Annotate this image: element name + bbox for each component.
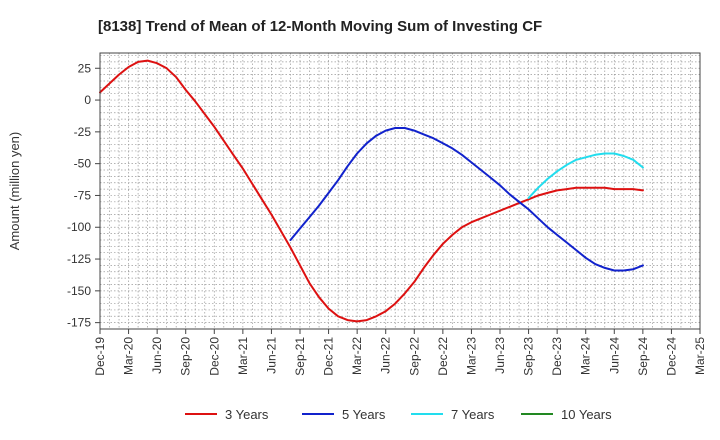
x-tick-label: Jun-24 (607, 337, 621, 374)
y-axis-label: Amount (million yen) (7, 132, 22, 251)
x-tick-label: Dec-21 (322, 337, 336, 376)
x-tick-label: Mar-24 (579, 337, 593, 375)
legend: 3 Years 5 Years 7 Years 10 Years (185, 407, 612, 422)
x-tick-label: Sep-20 (179, 337, 193, 376)
series-line-0 (99, 59, 644, 323)
x-tick-label: Dec-23 (550, 337, 564, 376)
x-tick-label: Dec-22 (436, 337, 450, 376)
x-tick-label: Dec-19 (93, 337, 107, 376)
x-tick-label: Sep-23 (522, 337, 536, 376)
legend-label: 10 Years (561, 407, 612, 422)
plot-area (100, 53, 700, 329)
x-tick-label: Jun-21 (264, 337, 278, 374)
x-tick-label: Dec-20 (207, 337, 221, 376)
series-line-2 (527, 152, 644, 199)
x-tick-label: Mar-25 (693, 337, 707, 375)
x-tick-label: Jun-20 (150, 337, 164, 374)
y-tick-label: -100 (67, 220, 91, 234)
x-tick-label: Mar-20 (122, 337, 136, 375)
x-tick-label: Mar-21 (236, 337, 250, 375)
legend-label: 3 Years (225, 407, 269, 422)
x-tick-label: Jun-23 (493, 337, 507, 374)
y-axis-ticks: 25 0 -25 -50 -75 -100 -125 -150 -175 (67, 61, 100, 330)
x-axis-ticks: Dec-19 Mar-20 Jun-20 Sep-20 Dec-20 Mar-21 Jun-… (93, 329, 707, 376)
grid-lines (99, 53, 701, 329)
y-tick-label: -75 (74, 188, 92, 202)
x-tick-label: Dec-24 (664, 337, 678, 376)
y-tick-label: -25 (74, 125, 92, 139)
x-tick-label: Jun-22 (379, 337, 393, 374)
y-tick-label: -150 (67, 284, 91, 298)
x-tick-label: Mar-23 (464, 337, 478, 375)
series-lines (99, 59, 644, 323)
y-tick-label: 0 (84, 93, 91, 107)
plot-border (99, 52, 701, 330)
x-tick-label: Sep-22 (407, 337, 421, 376)
x-tick-label: Sep-21 (293, 337, 307, 376)
chart-title: [8138] Trend of Mean of 12-Month Moving … (98, 18, 542, 35)
y-tick-label: -50 (74, 157, 92, 171)
x-tick-label: Sep-24 (636, 337, 650, 376)
legend-label: 5 Years (342, 407, 386, 422)
x-tick-label: Mar-22 (350, 337, 364, 375)
legend-label: 7 Years (451, 407, 495, 422)
y-tick-label: 25 (78, 61, 92, 75)
series-line-1 (289, 127, 644, 272)
y-tick-label: -175 (67, 316, 91, 330)
y-tick-label: -125 (67, 252, 91, 266)
